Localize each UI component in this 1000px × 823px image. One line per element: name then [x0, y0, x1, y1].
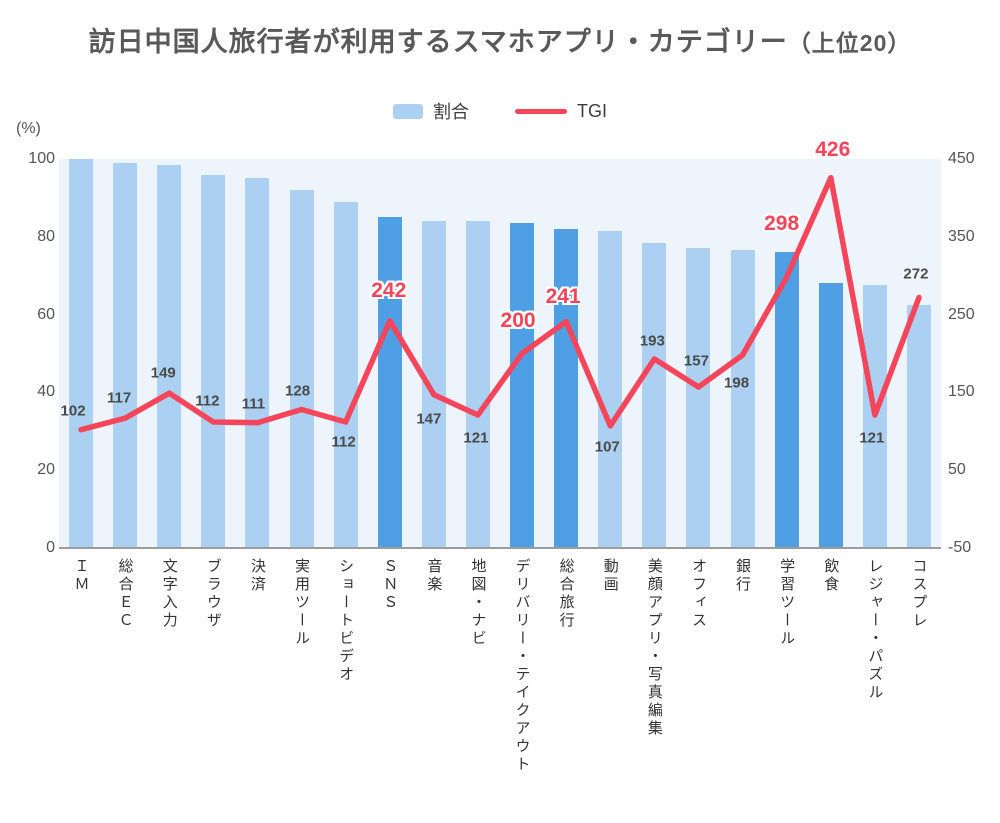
tgi-value-label-総合旅行: 241 — [545, 284, 581, 308]
bar-レジャー・パズル — [862, 285, 887, 548]
x-axis-label-デリバリー・テイクアウト: デリバリー・テイクアウト — [513, 558, 531, 774]
right-axis-tick: 350 — [948, 227, 975, 245]
right-axis-tick: -50 — [948, 539, 972, 556]
tgi-value-label-デリバリー・テイクアウト: 200 — [500, 308, 536, 332]
x-axis-label-決済: 決済 — [248, 558, 266, 594]
bar-銀行 — [730, 250, 755, 548]
chart-title-main: 訪日中国人旅行者が利用するスマホアプリ・カテゴリー — [88, 27, 788, 57]
plot-area — [59, 159, 941, 548]
tgi-value-label-銀行: 198 — [724, 374, 750, 392]
tgi-value-label-音楽: 147 — [416, 410, 442, 428]
tgi-value-label-ブラウザ: 112 — [195, 392, 220, 410]
chart-title: 訪日中国人旅行者が利用するスマホアプリ・カテゴリー（上位20） — [0, 20, 1000, 59]
x-axis-label-レジャー・パズル: レジャー・パズル — [866, 558, 884, 702]
x-axis-baseline — [59, 547, 941, 549]
tgi-value-label-決済: 111 — [241, 395, 266, 413]
x-axis-label-総合ＥＣ: 総合ＥＣ — [116, 558, 134, 630]
tgi-value-label-文字入力: 149 — [150, 364, 176, 382]
tgi-value-label-飲食: 426 — [815, 137, 851, 161]
bar-学習ツール — [774, 252, 799, 548]
right-axis-tick: 150 — [948, 383, 975, 401]
bar-文字入力 — [157, 164, 182, 548]
right-axis-tick: 450 — [948, 150, 975, 167]
left-axis-tick: 20 — [37, 461, 55, 479]
tgi-value-label-美顔アプリ・写真編集: 193 — [639, 332, 665, 350]
ratio-swatch-icon — [393, 103, 423, 119]
x-axis-label-動画: 動画 — [601, 558, 619, 594]
bar-美顔アプリ・写真編集 — [642, 242, 667, 548]
bar-地図・ナビ — [465, 221, 490, 548]
x-axis-label-ショートビデオ: ショートビデオ — [337, 558, 355, 684]
bar-ブラウザ — [201, 174, 226, 548]
chart-title-suffix: （上位20） — [787, 30, 912, 56]
bar-動画 — [598, 230, 623, 548]
tgi-value-label-ＳＮＳ: 242 — [371, 278, 407, 302]
bar-音楽 — [421, 221, 446, 548]
x-axis-label-ＳＮＳ: ＳＮＳ — [381, 558, 399, 612]
legend-item-tgi: TGI — [515, 101, 607, 122]
bar-総合ＥＣ — [113, 162, 138, 548]
x-axis-label-ブラウザ: ブラウザ — [204, 558, 222, 630]
tgi-value-label-動画: 107 — [594, 438, 620, 456]
legend-item-ratio: 割合 — [393, 98, 469, 124]
tgi-value-label-オフィス: 157 — [683, 352, 709, 370]
legend-tgi-label: TGI — [577, 100, 607, 121]
x-axis-label-学習ツール: 学習ツール — [778, 558, 796, 648]
left-axis-unit-label: (%) — [16, 120, 41, 137]
tgi-value-label-実用ツール: 128 — [285, 382, 311, 400]
x-axis-label-地図・ナビ: 地図・ナビ — [469, 558, 487, 648]
x-axis-label-コスプレ: コスプレ — [910, 558, 928, 630]
x-axis-label-美顔アプリ・写真編集: 美顔アプリ・写真編集 — [645, 558, 663, 738]
x-axis-label-飲食: 飲食 — [822, 558, 840, 594]
x-axis-label-文字入力: 文字入力 — [160, 558, 178, 630]
tgi-value-label-学習ツール: 298 — [764, 212, 800, 236]
tgi-value-label-ＩＭ: 102 — [60, 402, 86, 420]
right-axis-tick: 50 — [948, 461, 966, 479]
bar-総合旅行 — [554, 229, 579, 548]
legend-ratio-label: 割合 — [433, 102, 469, 122]
x-axis-label-銀行: 銀行 — [734, 558, 752, 594]
left-axis-tick: 100 — [28, 150, 55, 167]
bar-ＩＭ — [69, 159, 94, 548]
bar-飲食 — [818, 283, 843, 548]
bar-実用ツール — [289, 190, 314, 548]
left-axis-tick: 40 — [37, 383, 55, 401]
bar-コスプレ — [906, 304, 931, 548]
tgi-value-label-レジャー・パズル: 121 — [859, 429, 885, 447]
x-axis-label-ＩＭ: ＩＭ — [72, 558, 90, 594]
x-axis-label-実用ツール: 実用ツール — [293, 558, 311, 648]
left-axis-tick: 0 — [46, 539, 55, 556]
bar-ＳＮＳ — [377, 217, 402, 548]
legend: 割合 TGI — [0, 98, 1000, 124]
left-axis-tick: 80 — [37, 227, 55, 245]
bar-デリバリー・テイクアウト — [510, 223, 535, 548]
right-axis-tick: 250 — [948, 305, 975, 323]
left-axis-tick: 60 — [37, 305, 55, 323]
x-axis-label-オフィス: オフィス — [689, 558, 707, 630]
tgi-value-label-コスプレ: 272 — [903, 265, 929, 283]
x-axis-label-音楽: 音楽 — [425, 558, 443, 594]
tgi-line-icon — [515, 108, 567, 114]
x-axis-label-総合旅行: 総合旅行 — [557, 558, 575, 630]
tgi-value-label-総合ＥＣ: 117 — [107, 389, 132, 407]
bar-ショートビデオ — [333, 201, 358, 548]
tgi-value-label-ショートビデオ: 112 — [331, 433, 356, 451]
tgi-value-label-地図・ナビ: 121 — [463, 429, 489, 447]
bar-オフィス — [686, 248, 711, 548]
bar-決済 — [245, 178, 270, 548]
